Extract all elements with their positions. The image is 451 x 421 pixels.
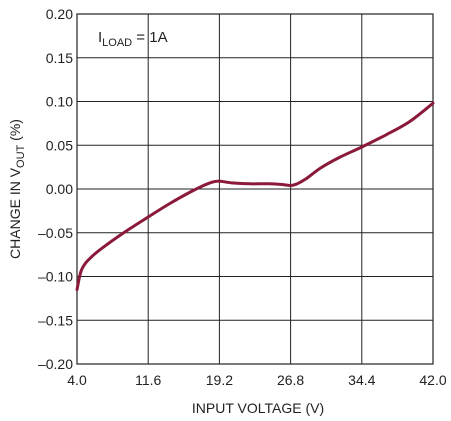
y-tick-label: –0.20 [38, 356, 73, 372]
x-tick-label: 42.0 [419, 372, 446, 388]
series-line [75, 101, 435, 292]
x-tick-label: 11.6 [135, 372, 161, 388]
plot-frame [76, 13, 434, 365]
y-tick-label: –0.10 [38, 269, 73, 285]
y-tick-label: –0.15 [38, 312, 73, 328]
x-axis-label: INPUT VOLTAGE (V) [192, 400, 324, 416]
x-tick-label: 34.4 [348, 372, 375, 388]
y-axis-label-suffix: (%) [7, 119, 23, 145]
annotation-suffix: = 1A [132, 29, 167, 46]
y-tick-label: –0.05 [38, 225, 73, 241]
y-axis-label-prefix: CHANGE IN V [7, 167, 23, 259]
x-tick-label: 26.8 [277, 372, 304, 388]
y-tick-label: 0.10 [46, 94, 73, 110]
x-tick-label: 4.0 [67, 372, 87, 388]
y-axis-label: CHANGE IN VOUT (%) [7, 119, 27, 259]
y-tick-label: 0.05 [46, 137, 73, 153]
tick-labels: 4.0 11.6 19.2 26.8 34.4 42.0 0.20 0.15 0.10 0.05 0… [38, 6, 447, 388]
x-tick-label: 19.2 [206, 372, 233, 388]
y-tick-label: 0.00 [46, 181, 73, 197]
y-tick-label: 0.20 [46, 6, 73, 22]
y-axis-label-subscript: OUT [15, 144, 27, 168]
annotation-prefix: I [98, 29, 102, 46]
y-tick-label: 0.15 [46, 50, 73, 66]
grid [77, 14, 433, 364]
load-annotation: ILOAD = 1A [98, 29, 168, 49]
annotation-subscript: LOAD [102, 37, 132, 49]
